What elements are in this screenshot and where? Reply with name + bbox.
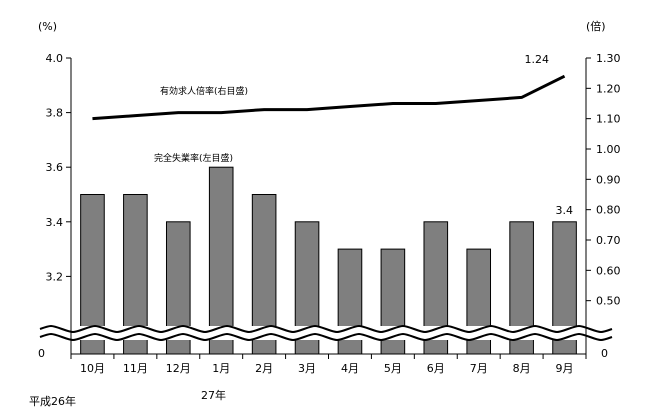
right-tick-label-3: 1.00 [596, 143, 621, 156]
category-label-0: 10月 [80, 362, 105, 375]
right-tick-label-5: 0.80 [596, 204, 621, 217]
left-tick-label-2: 3.6 [46, 161, 64, 174]
category-label-8: 6月 [427, 362, 445, 375]
category-label-9: 7月 [470, 362, 488, 375]
category-group-label-1: 27年 [201, 388, 226, 402]
line-last-value-label: 1.24 [525, 53, 550, 66]
right-zero-label: 0 [601, 347, 608, 360]
left-tick-label-1: 3.8 [46, 107, 64, 120]
line-series [92, 74, 566, 121]
category-label-4: 2月 [255, 362, 273, 375]
left-axis-unit: (%) [38, 20, 57, 33]
right-tick-label-2: 1.10 [596, 113, 621, 126]
right-tick-label-8: 0.50 [596, 295, 621, 308]
axis-break-wave-bottom [39, 333, 613, 341]
right-tick-label-1: 1.20 [596, 82, 621, 95]
left-zero-label: 0 [38, 347, 45, 360]
left-tick-label-4: 3.2 [46, 270, 64, 283]
left-tick-label-3: 3.4 [46, 216, 64, 229]
tick-labels-group: 3.4 4.0 3.8 3.6 3.4 3.2 1.30 1.20 1.10 1.00 0.90 0.… [46, 52, 621, 375]
right-axis-unit: (倍) [586, 19, 606, 33]
line-group [92, 74, 566, 121]
category-label-3: 1月 [212, 362, 230, 375]
right-tick-label-0: 1.30 [596, 52, 621, 65]
axis-break-group [36, 325, 626, 341]
left-tick-label-0: 4.0 [46, 52, 64, 65]
category-label-11: 9月 [556, 362, 574, 375]
axes-group [66, 57, 591, 359]
axis-break-wave-top [39, 325, 613, 333]
category-label-6: 4月 [341, 362, 359, 375]
bar-series-label: 完全失業率(左目盛) [154, 152, 233, 164]
category-label-5: 3月 [298, 362, 316, 375]
category-label-1: 11月 [123, 362, 148, 375]
right-tick-label-6: 0.70 [596, 234, 621, 247]
line-series-label: 有効求人倍率(右目盛) [160, 85, 248, 97]
right-tick-label-4: 0.90 [596, 173, 621, 186]
category-group-label-0: 平成26年 [29, 394, 76, 408]
category-label-10: 8月 [513, 362, 531, 375]
category-label-2: 12月 [166, 362, 191, 375]
bar-last-value-label: 3.4 [556, 204, 574, 217]
right-tick-label-7: 0.60 [596, 264, 621, 277]
bars-group [80, 166, 577, 355]
category-label-7: 5月 [384, 362, 402, 375]
